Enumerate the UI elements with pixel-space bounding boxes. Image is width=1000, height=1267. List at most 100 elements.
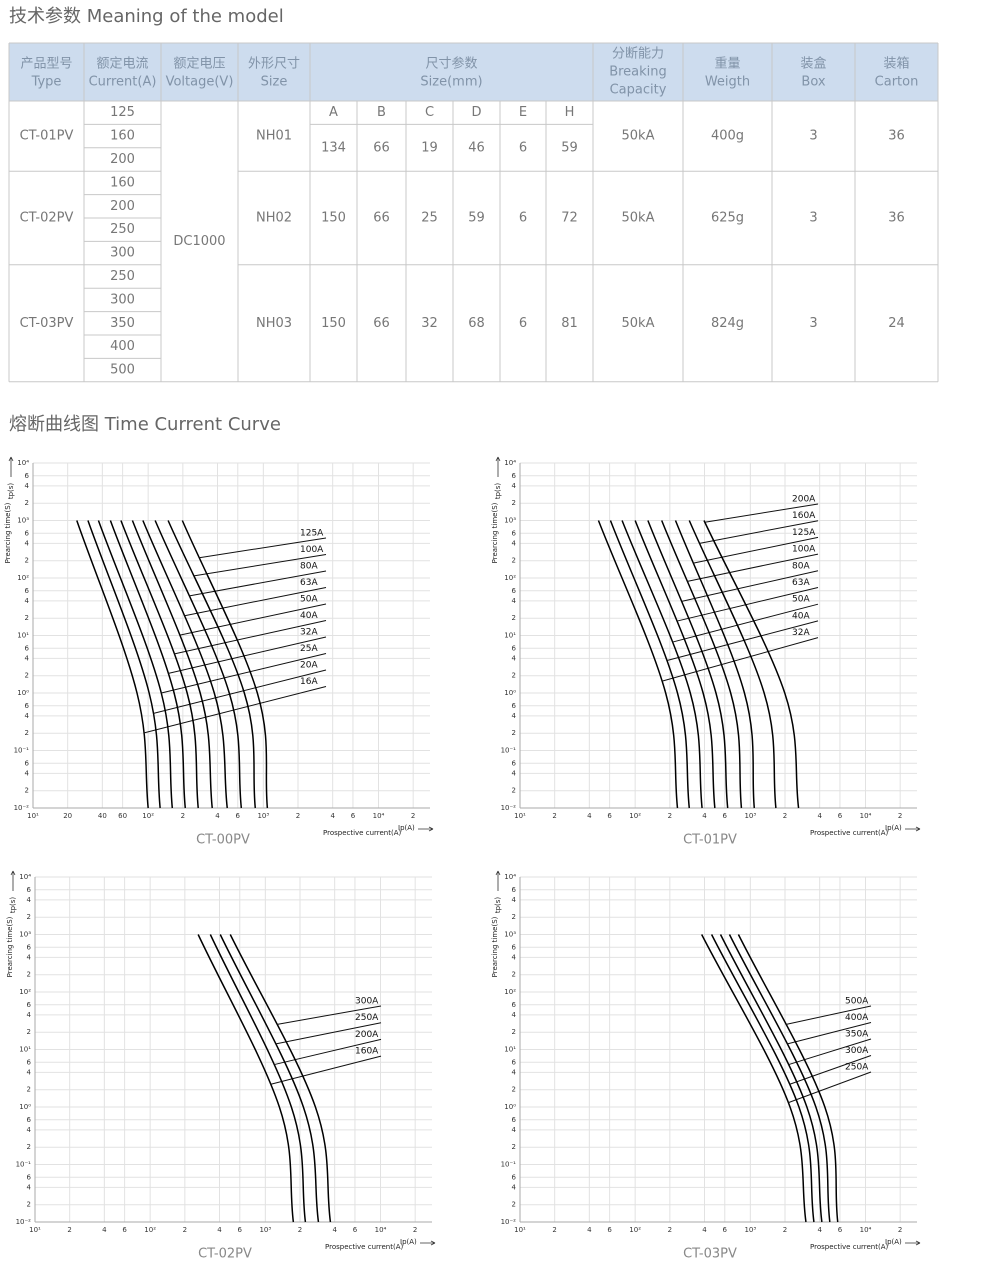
x-tick-label: 2: [183, 1226, 187, 1234]
rated-voltage: DC1000: [173, 234, 225, 249]
leader-line: [199, 537, 327, 559]
x-tick-label: 2: [552, 812, 556, 820]
x-tick-label: 2: [552, 1226, 556, 1234]
x-tick-label: 60: [118, 812, 127, 820]
curve: [109, 520, 187, 809]
x-tick-label: 6: [723, 812, 728, 820]
dim-value: 46: [468, 140, 485, 155]
curve: [674, 520, 756, 809]
y-axis-title: Prearcing time(S): [6, 916, 14, 977]
curve-label: 250A: [355, 1013, 379, 1023]
x-arrow: [418, 826, 434, 832]
chart-caption: CT-02PV: [198, 1247, 252, 1262]
x-arrow: [420, 1240, 436, 1246]
curve-label: 80A: [792, 561, 810, 571]
dim-value: 6: [519, 211, 527, 226]
y-tick-label: 4: [512, 539, 517, 547]
x-tick-label: 10⁴: [375, 1226, 387, 1234]
x-tick-label: 10²: [629, 812, 641, 820]
x-tick-label: 2: [898, 812, 902, 820]
dim-value: 134: [321, 140, 346, 155]
curve: [131, 520, 213, 809]
y-tick-label: 4: [512, 597, 517, 605]
curve-label: 200A: [355, 1030, 379, 1040]
x-tick-label: 4: [817, 1226, 822, 1234]
header-en: Size(mm): [420, 75, 482, 90]
leader-line: [662, 637, 819, 682]
y-tick-label: 4: [25, 482, 30, 490]
x-tick-label: 10³: [744, 1226, 756, 1234]
curve: [167, 520, 257, 809]
x-tick-label: 10⁴: [373, 812, 385, 820]
y-tick-label: 10³: [17, 517, 29, 525]
x-axis-title: Prospective current(A): [810, 1243, 888, 1251]
leader-line: [161, 653, 327, 694]
y-tick-label: 2: [27, 913, 31, 921]
header-zh: 额定电流: [96, 57, 148, 72]
dim-value: 6: [519, 140, 527, 155]
y-tick-label: 6: [512, 1116, 517, 1124]
curve-label: 32A: [300, 628, 318, 638]
y-tick-label: 10⁻²: [501, 804, 517, 812]
y-tick-label: 2: [27, 971, 31, 979]
dim-value: 66: [373, 140, 390, 155]
x-tick-label: 4: [817, 812, 822, 820]
y-arrow: [10, 870, 16, 891]
leader-line: [786, 1005, 872, 1025]
model-type: CT-01PV: [20, 129, 74, 144]
y-tick-label: 6: [25, 759, 30, 767]
x-tick-label: 6: [353, 1226, 358, 1234]
dim-value: 81: [561, 316, 578, 331]
y-tick-label: 2: [512, 1086, 516, 1094]
header-en: Weigth: [705, 75, 750, 90]
x-axis-unit: Ip(A): [400, 1238, 417, 1246]
x-tick-label: 6: [723, 1226, 728, 1234]
breaking: 50kA: [622, 129, 655, 144]
y-tick-label: 2: [25, 729, 29, 737]
y-tick-label: 2: [27, 1028, 31, 1036]
y-tick-label: 2: [512, 1028, 516, 1036]
x-axis-unit: Ip(A): [885, 1238, 902, 1246]
y-tick-label: 10⁴: [504, 459, 516, 467]
x-axis-title: Prospective current(A): [810, 829, 888, 837]
header-en: Box: [801, 75, 825, 90]
curve: [597, 520, 679, 809]
y-tick-label: 10⁰: [17, 689, 29, 697]
y-tick-label: 2: [27, 1086, 31, 1094]
y-tick-label: 10⁰: [504, 689, 516, 697]
dim-name: H: [565, 105, 575, 120]
leader-line: [693, 536, 819, 564]
curve: [209, 934, 307, 1223]
y-tick-label: 10¹: [504, 1046, 516, 1054]
x-tick-label: 2: [668, 1226, 672, 1234]
curve-label: 200A: [792, 495, 816, 505]
header-en: Breaking: [609, 65, 667, 80]
y-tick-label: 2: [512, 913, 516, 921]
dim-value: 32: [421, 316, 438, 331]
x-tick-label: 4: [332, 1226, 337, 1234]
dim-value: 59: [468, 211, 485, 226]
dim-value: 59: [561, 140, 578, 155]
curve-label: 32A: [792, 628, 810, 638]
weight: 824g: [711, 316, 744, 331]
dim-value: 25: [421, 211, 438, 226]
dim-name: E: [519, 105, 527, 120]
y-tick-label: 6: [512, 702, 517, 710]
size: NH01: [256, 129, 292, 144]
x-arrow: [905, 1240, 921, 1246]
y-tick-label: 4: [25, 539, 30, 547]
y-arrow: [495, 870, 501, 891]
x-tick-label: 2: [783, 1226, 787, 1234]
y-tick-label: 2: [512, 729, 516, 737]
y-tick-label: 10²: [504, 574, 516, 582]
curve-label: 125A: [792, 528, 816, 538]
leader-line: [274, 1038, 382, 1066]
header-zh: 产品型号: [20, 57, 72, 72]
leader-line: [681, 570, 819, 602]
y-tick-label: 10²: [504, 988, 516, 996]
x-tick-label: 20: [63, 812, 72, 820]
header-en: Current(A): [89, 75, 157, 90]
leader-line: [193, 554, 327, 577]
size: NH03: [256, 316, 292, 331]
y-tick-label: 6: [25, 529, 30, 537]
